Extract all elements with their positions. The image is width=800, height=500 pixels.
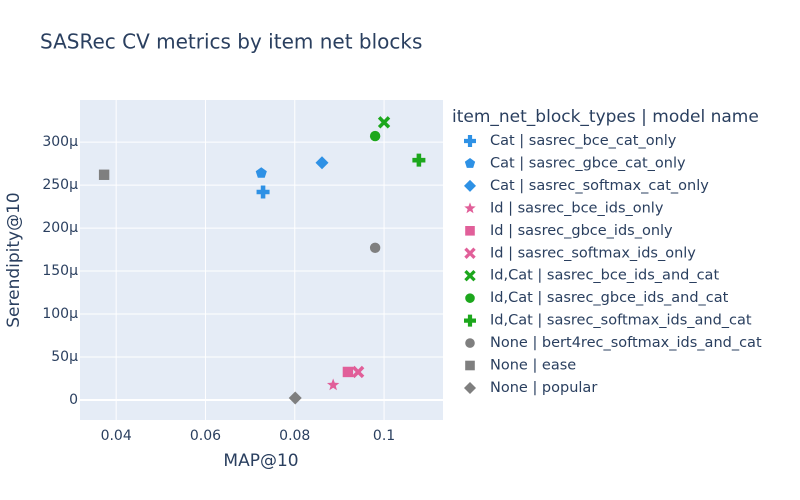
legend-marker [464,270,476,282]
y-axis-title: Serendipity@10 [4,192,24,328]
legend-label: Id,Cat | sasrec_gbce_ids_and_cat [490,290,729,306]
marker [369,242,381,254]
legend-marker [465,338,475,348]
marker [342,366,354,378]
legend-label: Id,Cat | sasrec_softmax_ids_and_cat [490,313,752,329]
legend-label: Cat | sasrec_gbce_cat_only [490,155,686,171]
legend-label: Cat | sasrec_bce_cat_only [490,133,677,149]
marker [315,156,329,170]
legend-marker [464,135,476,147]
x-tick-label: 0.04 [101,428,132,444]
y-tick-label: 200µ [42,220,78,236]
legend-label: Id,Cat | sasrec_bce_ids_and_cat [490,268,719,284]
marker [351,365,365,379]
legend-label: Cat | sasrec_softmax_cat_only [490,178,709,194]
x-tick-label: 0.08 [279,428,310,444]
marker [98,169,110,180]
plot-background [80,100,443,420]
legend-marker [464,247,476,259]
marker [412,153,426,167]
x-axis-title: MAP@10 [223,451,298,471]
legend-marker [464,158,476,168]
y-tick-label: 100µ [42,306,78,322]
legend-label: None | ease [490,358,576,374]
legend-marker [464,381,476,394]
y-tick-label: 50µ [51,349,78,365]
legend-marker [465,293,475,303]
legend-marker [465,360,475,371]
marker [255,167,267,178]
x-tick-label: 0.1 [373,428,395,444]
legend-marker [465,226,475,236]
chart-title: SASRec CV metrics by item net blocks [40,30,422,54]
marker [326,378,340,391]
legend-label: Id | sasrec_bce_ids_only [490,200,664,216]
y-tick-label: 250µ [42,177,78,193]
legend-label: Id | sasrec_gbce_ids_only [490,223,673,239]
marker [369,130,381,142]
y-tick-label: 300µ [42,134,78,150]
marker [288,391,302,405]
legend-label: None | popular [490,380,597,396]
legend-label: None | bert4rec_softmax_ids_and_cat [490,335,762,351]
x-tick-label: 0.06 [190,428,221,444]
marker [377,116,391,129]
marker [256,185,270,199]
legend-title: item_net_block_types | model name [452,107,759,127]
legend-marker [464,179,476,192]
legend-marker [464,202,476,214]
legend-label: Id | sasrec_softmax_ids_only [490,245,696,261]
y-tick-label: 0 [69,392,78,408]
y-tick-label: 150µ [42,263,78,279]
legend-marker [464,314,476,327]
